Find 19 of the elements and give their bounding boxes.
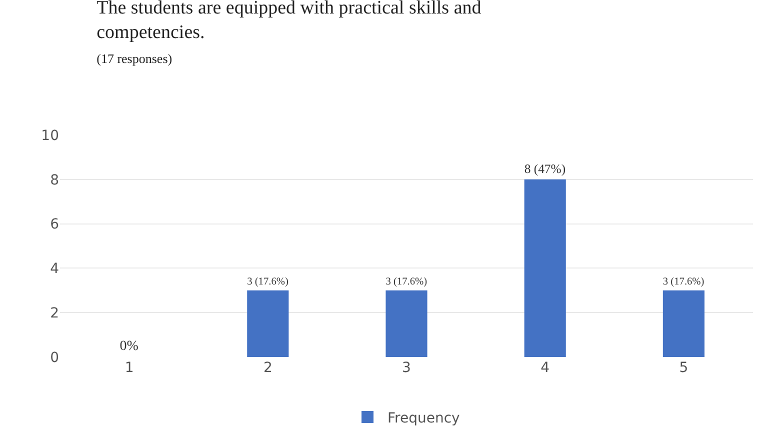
- data-label: 3 (17.6%): [386, 276, 428, 288]
- x-tick-label: 4: [540, 360, 550, 376]
- y-tick-label: 4: [50, 261, 60, 278]
- y-tick-label: 6: [50, 216, 60, 233]
- x-tick-label: 5: [679, 360, 688, 376]
- chart-subtitle: (17 responses): [96, 50, 172, 66]
- y-tick-label: 2: [50, 306, 59, 322]
- data-label: 3 (17.6%): [247, 276, 288, 288]
- y-tick-label: 10: [41, 128, 59, 144]
- legend-label: Frequency: [388, 410, 460, 426]
- x-tick-label: 2: [263, 360, 272, 376]
- x-tick-label: 3: [402, 360, 411, 376]
- x-tick-label: 1: [124, 360, 134, 376]
- data-label: 3 (17.6%): [662, 276, 704, 288]
- y-tick-label: 0: [50, 350, 59, 366]
- y-tick-label: 8: [50, 172, 59, 188]
- data-label: 0%: [120, 339, 139, 354]
- chart-title: The students are equipped with practical skills and competencies.: [96, 0, 482, 44]
- data-label: 8 (47%): [524, 162, 566, 176]
